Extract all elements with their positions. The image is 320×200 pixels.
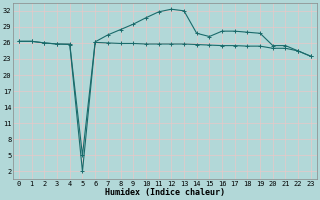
X-axis label: Humidex (Indice chaleur): Humidex (Indice chaleur) (105, 188, 225, 197)
